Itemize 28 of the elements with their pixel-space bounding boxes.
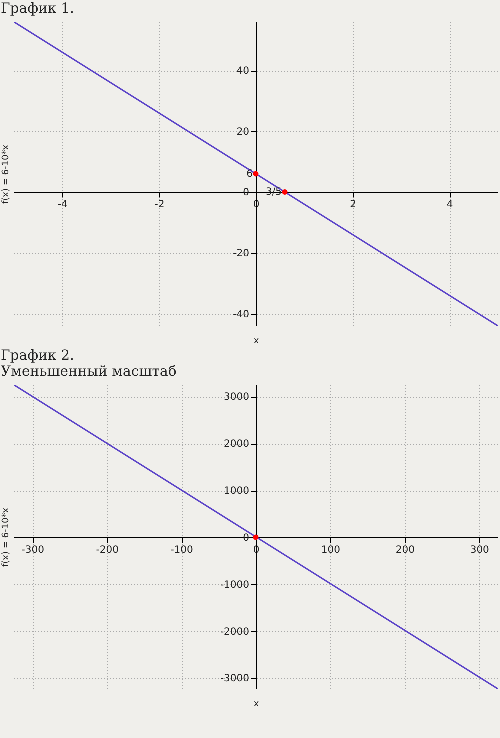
x-tick-label: -4 <box>58 200 68 211</box>
y-tick-label: 2000 <box>224 439 250 450</box>
x-tick-label: -200 <box>96 544 119 556</box>
y-axis-title: f(x) = 6-10*x <box>2 507 12 568</box>
x-tick-label: 4 <box>446 200 454 211</box>
y-axis-title: f(x) = 6-10*x <box>2 144 12 204</box>
y-tick-label: 3000 <box>224 392 250 404</box>
x-tick-label: -2 <box>154 200 165 211</box>
chart-title: График 1. <box>1 1 74 17</box>
x-tick-label: 200 <box>396 544 415 556</box>
x-tick-label: 2 <box>350 200 356 211</box>
x-axis-title: x <box>254 336 260 346</box>
y-tick-label: -3000 <box>220 674 250 685</box>
y-tick-label: 40 <box>236 66 250 78</box>
y-tick-label: 20 <box>236 126 250 138</box>
x-axis-title: x <box>254 700 260 710</box>
y-tick-label: -1000 <box>220 580 250 591</box>
y-tick-label: -2000 <box>220 626 250 638</box>
chart-title: График 2. <box>1 348 74 364</box>
chart-subtitle: Уменьшенный масштаб <box>1 364 177 380</box>
annotation: 6 <box>246 169 253 180</box>
x-tick-label: 300 <box>470 544 490 556</box>
x-tick-label: -300 <box>22 544 44 556</box>
x-tick-label: -100 <box>170 544 194 556</box>
y-tick-label: -20 <box>233 248 250 260</box>
y-tick-label: 1000 <box>224 486 250 498</box>
y-tick-label: -40 <box>233 309 250 320</box>
x-tick-label: 100 <box>321 544 341 556</box>
